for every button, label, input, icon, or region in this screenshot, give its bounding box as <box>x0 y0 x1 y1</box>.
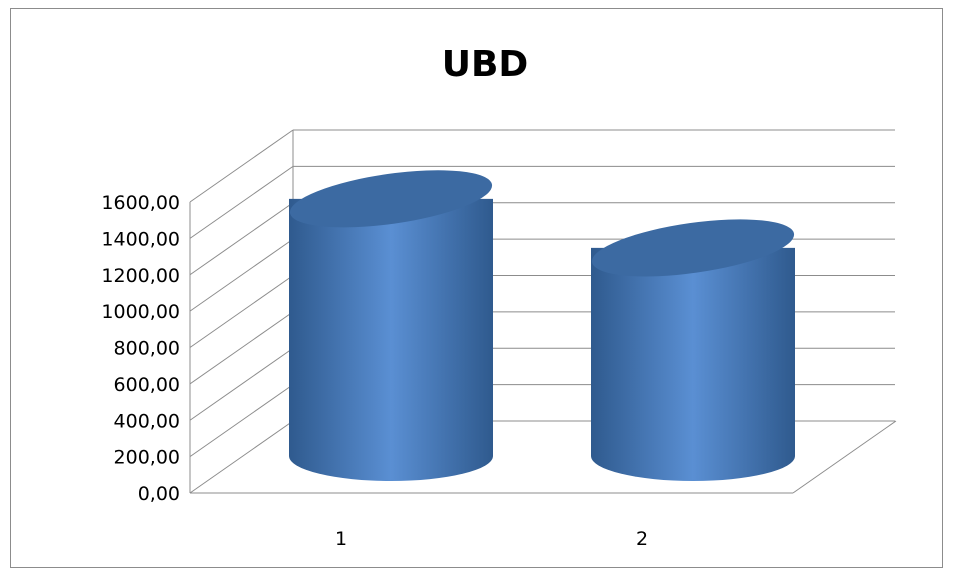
x-tick-label: 2 <box>636 528 648 550</box>
y-tick-label: 0,00 <box>138 483 180 505</box>
floor-right-edge <box>792 420 897 494</box>
gridline-side <box>189 311 294 385</box>
cylinder-bar <box>289 170 493 481</box>
gridline-side <box>189 384 294 458</box>
y-tick-label: 1200,00 <box>101 265 180 287</box>
gridline-side <box>189 275 294 348</box>
chart-title: UBD <box>442 44 529 85</box>
bars <box>289 170 795 481</box>
y-tick-label: 600,00 <box>114 374 180 396</box>
y-tick-label: 1000,00 <box>101 301 180 323</box>
gridline-side <box>189 347 294 421</box>
y-tick-label: 1600,00 <box>101 192 180 214</box>
cylinder-top <box>591 219 795 277</box>
cylinder-bar <box>591 219 795 481</box>
gridline-side <box>189 202 294 276</box>
gridline-side <box>189 238 294 312</box>
gridline-side <box>189 165 294 239</box>
x-tick-label: 1 <box>335 528 347 550</box>
y-tick-label: 200,00 <box>114 447 180 469</box>
y-tick-label: 1400,00 <box>101 228 180 250</box>
y-tick-label: 400,00 <box>114 410 180 432</box>
gridline-side <box>189 129 294 203</box>
cylinder-body <box>289 198 493 481</box>
y-tick-label: 800,00 <box>114 338 180 360</box>
cylinder-top <box>289 170 493 228</box>
cylinder-body <box>591 247 795 481</box>
y-axis-tick-labels: 0,00 200,00 400,00 600,00 800,00 1000,00 1200,… <box>101 192 180 505</box>
gridline-side <box>189 420 294 494</box>
